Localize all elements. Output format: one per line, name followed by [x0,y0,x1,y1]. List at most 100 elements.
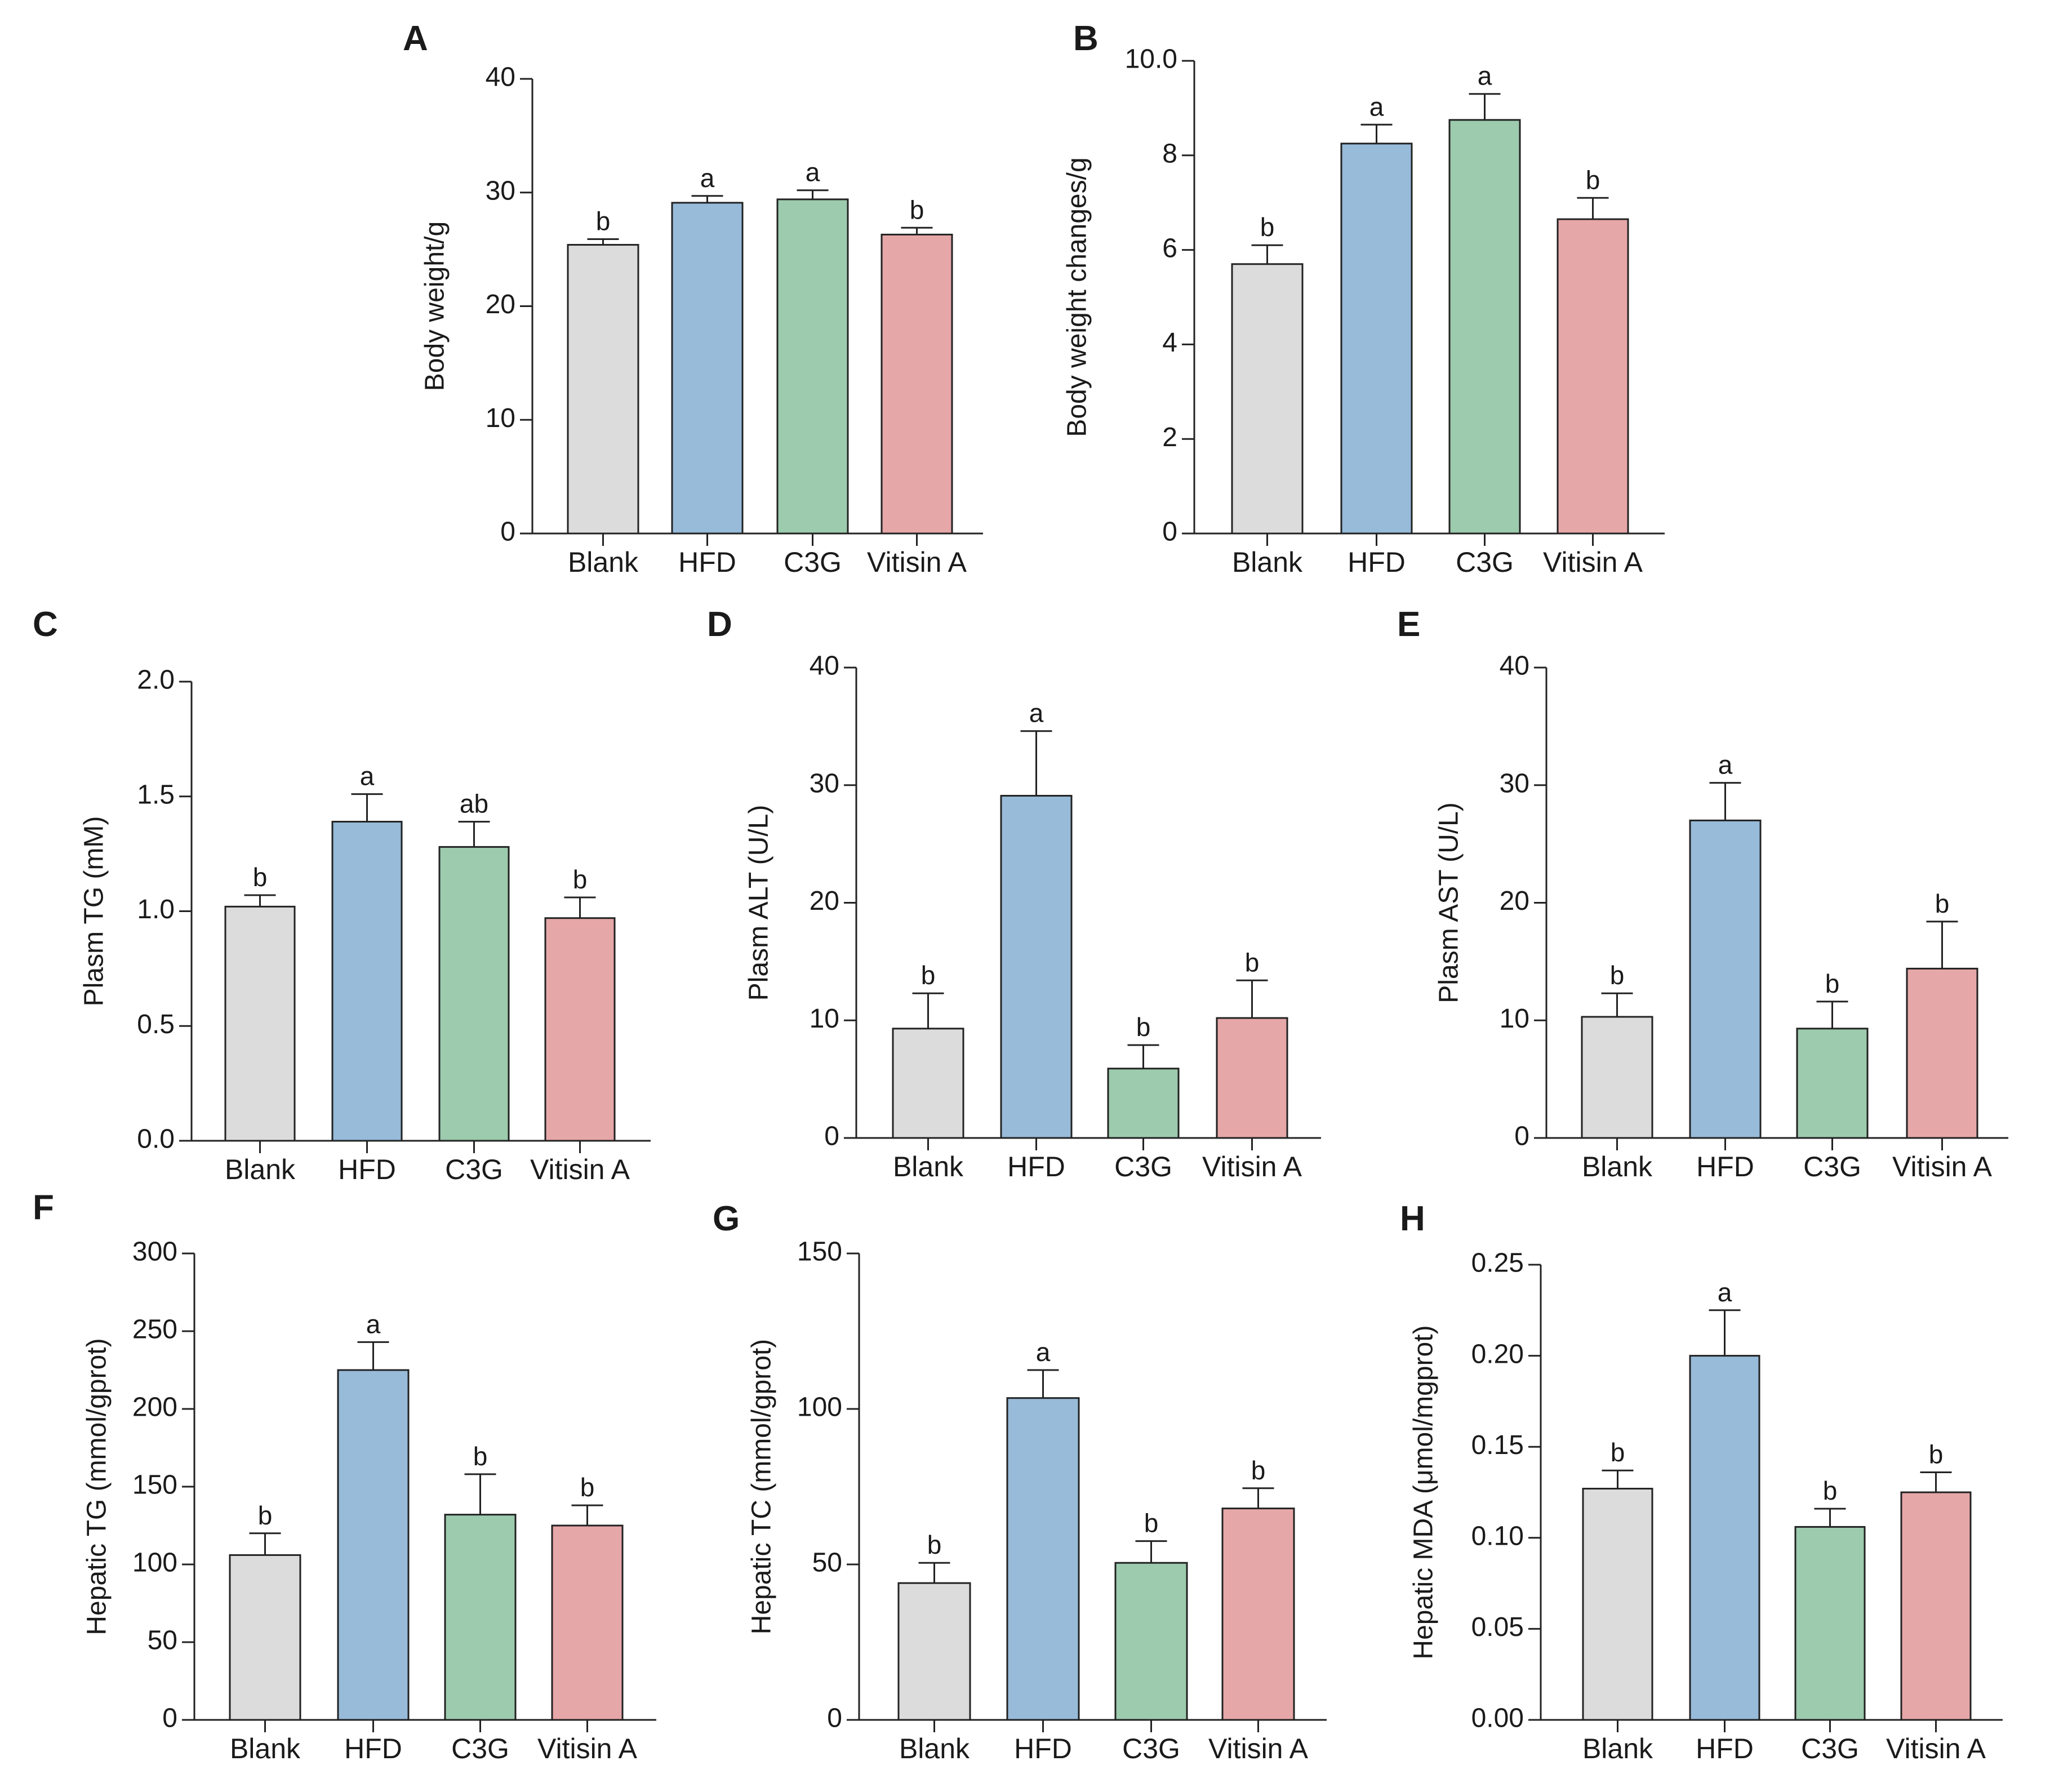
category-label-a: C3G [784,546,842,578]
category-label-a: Vitisin A [867,546,967,578]
bar-d [1000,795,1073,1139]
bar-a [567,244,639,535]
bar-h [1900,1491,1972,1721]
significance-label-d: b [921,961,936,990]
y-axis-title-b: Body weight changes/g [1062,157,1092,437]
category-label-h: Vitisin A [1886,1733,1986,1764]
significance-label-f: b [258,1501,273,1530]
panel-f: F 0 50 100 150 200 250 300 Hepatic TG (mmol/gpro… [33,1188,656,1764]
bar-h [1582,1488,1653,1721]
y-tick-label-a: 0 [500,517,515,547]
panel-letter-a: A [403,19,428,58]
y-tick-label-c: 0.0 [137,1124,175,1154]
bar-g [897,1582,971,1721]
y-tick-label-c: 1.0 [137,895,175,924]
bar-d [1107,1068,1180,1139]
category-label-g: Vitisin A [1208,1733,1309,1764]
category-label-c: HFD [338,1154,396,1185]
y-tick-label-b: 8 [1162,139,1177,168]
y-tick-label-b: 10.0 [1125,45,1177,74]
significance-label-h: b [1929,1439,1944,1469]
y-tick-label-h: 0.00 [1471,1704,1524,1733]
y-tick-label-f: 250 [132,1315,177,1345]
bar-a [671,202,744,535]
category-label-c: Blank [225,1154,296,1185]
bar-f [337,1369,410,1721]
y-tick-label-f: 200 [132,1393,177,1422]
bar-f [551,1524,624,1721]
bar-f [444,1514,517,1721]
y-tick-label-c: 0.5 [137,1010,175,1039]
panel-letter-b: B [1073,19,1099,58]
significance-label-e: a [1718,750,1733,780]
y-tick-label-g: 0 [827,1704,842,1733]
y-tick-label-f: 300 [132,1237,177,1267]
panel-letter-d: D [707,605,732,644]
significance-label-g: b [927,1530,942,1559]
bar-g [1114,1562,1188,1721]
significance-label-c: ab [460,789,488,819]
y-tick-label-f: 0 [162,1704,177,1733]
category-label-d: Blank [893,1151,964,1182]
bar-h [1689,1355,1760,1721]
significance-label-e: b [1610,961,1625,990]
bar-h [1794,1526,1866,1721]
y-tick-label-a: 20 [486,290,515,319]
significance-label-a: a [806,158,820,187]
significance-label-a: b [596,206,611,235]
bar-g [1221,1508,1295,1721]
category-label-h: C3G [1801,1733,1859,1764]
panel-h: H 0.00 0.05 0.10 0.15 0.20 0.25 Hepatic MDA (μm… [1400,1199,2003,1764]
y-tick-label-b: 0 [1162,517,1177,547]
y-axis-title-f: Hepatic TG (mmol/gprot) [82,1338,112,1635]
bar-a [776,198,849,535]
panel-d: D 0 10 20 30 40 Plasm ALT (U/L) b Blank a HFD b C3G b… [707,605,1321,1182]
bar-c [331,821,403,1142]
significance-label-f: a [366,1309,381,1339]
bar-a [881,233,953,535]
category-label-a: HFD [678,546,736,578]
y-tick-label-a: 10 [486,403,515,433]
bar-b [1448,119,1521,535]
bar-b [1557,218,1629,535]
bar-b [1231,263,1304,535]
significance-label-f: b [473,1442,488,1471]
category-label-d: Vitisin A [1202,1151,1302,1182]
y-tick-label-h: 0.10 [1471,1521,1524,1551]
y-tick-label-e: 20 [1500,886,1529,916]
y-axis-title-g: Hepatic TC (mmol/gprot) [747,1339,777,1635]
category-label-d: C3G [1114,1151,1172,1182]
category-label-e: HFD [1696,1151,1754,1182]
panel-e: E 0 10 20 30 40 Plasm AST (U/L) b Blank a HFD b C3G b… [1397,605,2008,1182]
bar-d [1216,1017,1288,1139]
y-tick-label-d: 40 [810,651,839,681]
y-tick-label-f: 50 [148,1626,177,1656]
significance-label-e: b [1825,969,1840,998]
y-axis-title-h: Hepatic MDA (μmol/mgprot) [1409,1325,1439,1659]
y-tick-label-d: 30 [810,768,839,798]
bar-b [1340,143,1413,535]
y-axis-title-e: Plasm AST (U/L) [1434,802,1464,1003]
significance-label-c: b [253,862,268,892]
y-axis-title-a: Body weight/g [420,221,450,392]
bar-d [892,1028,964,1139]
category-label-e: Vitisin A [1892,1151,1993,1182]
bar-e [1689,819,1762,1139]
bar-c [544,917,616,1142]
y-tick-label-a: 30 [486,176,515,206]
category-label-h: Blank [1582,1733,1653,1764]
category-label-e: C3G [1803,1151,1861,1182]
panel-letter-f: F [33,1188,54,1227]
y-tick-label-g: 100 [797,1393,842,1422]
panel-c: C 0.0 0.5 1.0 1.5 2.0 Plasm TG (mM) b Blank a HFD a… [33,605,651,1185]
category-label-c: Vitisin A [530,1154,630,1185]
significance-label-b: a [1478,61,1492,91]
bar-e [1906,967,1978,1139]
y-tick-label-d: 0 [824,1122,839,1151]
panel-letter-h: H [1400,1199,1425,1238]
significance-label-d: b [1245,948,1260,977]
significance-label-g: b [1251,1456,1266,1485]
y-tick-label-a: 40 [486,63,515,92]
panel-b: B 0 2 4 6 8 10.0 Body weight changes/g b Blank a HF… [1062,19,1665,578]
